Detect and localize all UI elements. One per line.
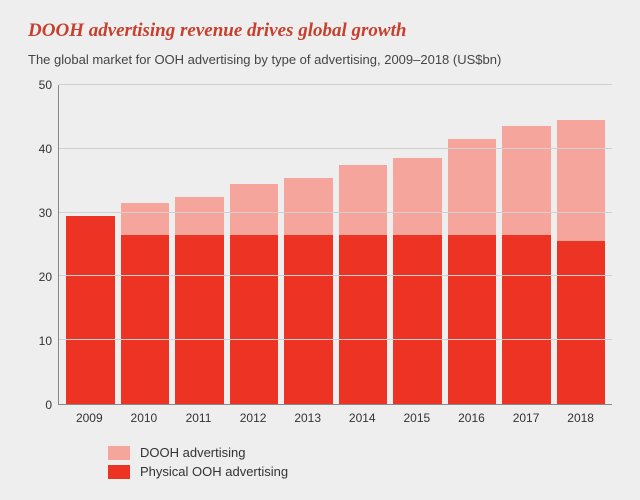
grid-line [59, 339, 612, 340]
legend-swatch [108, 446, 130, 460]
grid-line [59, 84, 612, 85]
x-tick-label: 2016 [447, 411, 496, 425]
x-tick-label: 2009 [65, 411, 114, 425]
y-tick-label: 20 [39, 270, 52, 284]
y-tick-label: 0 [45, 398, 52, 412]
bar-segment [230, 184, 279, 235]
bar-segment [66, 216, 115, 404]
y-tick-label: 30 [39, 206, 52, 220]
bar-segment [175, 197, 224, 235]
bar-segment [393, 235, 442, 404]
y-tick-label: 50 [39, 78, 52, 92]
bar-segment [448, 139, 497, 235]
y-tick-label: 40 [39, 142, 52, 156]
bar-column [502, 85, 551, 404]
bar-segment [284, 235, 333, 404]
bar-segment [448, 235, 497, 404]
x-axis-labels: 2009 2010 2011 2012 2013 2014 2015 2016 2017 2018 [58, 405, 612, 425]
legend-label: Physical OOH advertising [140, 464, 288, 479]
legend-item: DOOH advertising [108, 445, 612, 460]
legend-swatch [108, 465, 130, 479]
bar-segment [557, 120, 606, 241]
bar-column [393, 85, 442, 404]
bar-column [284, 85, 333, 404]
bar-column [175, 85, 224, 404]
x-tick-label: 2010 [120, 411, 169, 425]
x-tick-label: 2012 [229, 411, 278, 425]
x-tick-label: 2015 [393, 411, 442, 425]
x-tick-label: 2018 [556, 411, 605, 425]
bar-segment [175, 235, 224, 404]
x-tick-label: 2014 [338, 411, 387, 425]
chart-title: DOOH advertising revenue drives global g… [28, 20, 612, 42]
y-axis: 01020304050 [28, 85, 58, 405]
grid-line [59, 275, 612, 276]
bar-segment [121, 203, 170, 235]
bar-segment [393, 158, 442, 235]
y-tick-label: 10 [39, 334, 52, 348]
chart-area: 01020304050 [28, 85, 612, 405]
plot-area [58, 85, 612, 405]
bar-segment [121, 235, 170, 404]
bar-column [66, 85, 115, 404]
bar-column [339, 85, 388, 404]
x-tick-label: 2017 [502, 411, 551, 425]
chart-subtitle: The global market for OOH advertising by… [28, 52, 612, 67]
bar-segment [502, 235, 551, 404]
legend: DOOH advertising Physical OOH advertising [108, 445, 612, 479]
bar-segment [502, 126, 551, 234]
bar-column [557, 85, 606, 404]
bar-column [121, 85, 170, 404]
bar-column [448, 85, 497, 404]
bars-container [59, 85, 612, 404]
grid-line [59, 212, 612, 213]
bar-segment [339, 165, 388, 235]
x-tick-label: 2013 [283, 411, 332, 425]
x-tick-label: 2011 [174, 411, 223, 425]
bar-segment [339, 235, 388, 404]
bar-segment [557, 241, 606, 404]
bar-segment [284, 178, 333, 235]
grid-line [59, 148, 612, 149]
legend-item: Physical OOH advertising [108, 464, 612, 479]
bar-column [230, 85, 279, 404]
legend-label: DOOH advertising [140, 445, 245, 460]
bar-segment [230, 235, 279, 404]
